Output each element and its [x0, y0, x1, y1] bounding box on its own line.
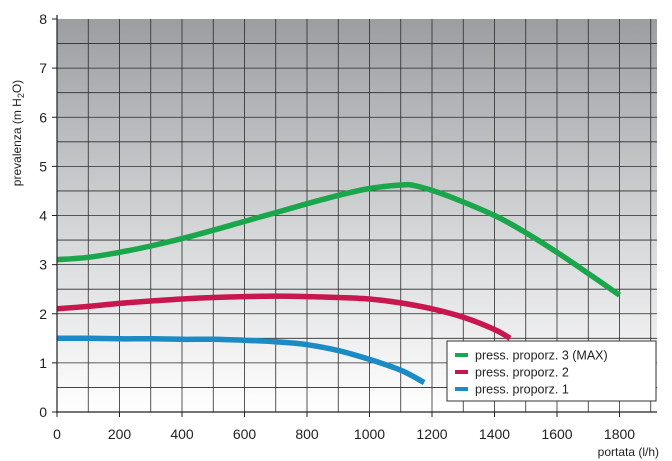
x-axis-title: portata (l/h)	[598, 445, 659, 459]
legend: press. proporz. 3 (MAX) press. proporz. 2…	[446, 340, 657, 402]
y-tick-label: 3	[39, 257, 47, 273]
legend-label-press-proporz-3-max: press. proporz. 3 (MAX)	[475, 349, 608, 363]
series-line-press-proporz-2	[56, 293, 512, 341]
y-tick-label: 8	[39, 11, 47, 27]
legend-label-press-proporz-2: press. proporz. 2	[475, 366, 569, 380]
x-tick-label: 200	[108, 426, 132, 442]
x-tick-label: 800	[295, 426, 319, 442]
x-tick-label: 0	[53, 426, 61, 442]
y-tick-label: 4	[39, 208, 47, 224]
series-layer	[56, 181, 622, 385]
x-tick-label: 1200	[416, 426, 447, 442]
y-axis-title-subscript: 2	[16, 93, 26, 98]
x-tick-label: 1000	[354, 426, 385, 442]
legend-box	[446, 340, 657, 402]
y-tick-label: 2	[39, 306, 47, 322]
tick-labels: 0 200 400 600 800 1000 1200 1400 1600 1800 0 1 2 3 4 5 6…	[39, 11, 635, 442]
series-line-press-proporz-1	[56, 335, 426, 385]
y-tick-label: 6	[39, 109, 47, 125]
legend-label-press-proporz-1: press. proporz. 1	[475, 383, 569, 397]
series-line-press-proporz-3-max	[56, 181, 622, 298]
y-axis-title-tail: O)	[10, 80, 24, 93]
x-tick-label: 400	[170, 426, 194, 442]
y-axis-title: prevalenza (m H2O)	[10, 80, 26, 186]
y-tick-label: 7	[39, 60, 47, 76]
x-tick-label: 1600	[541, 426, 572, 442]
y-tick-label: 0	[39, 404, 47, 420]
x-tick-label: 600	[233, 426, 257, 442]
x-tick-label: 1800	[604, 426, 635, 442]
y-tick-label: 5	[39, 158, 47, 174]
x-tick-label: 1400	[479, 426, 510, 442]
y-tick-label: 1	[39, 355, 47, 371]
